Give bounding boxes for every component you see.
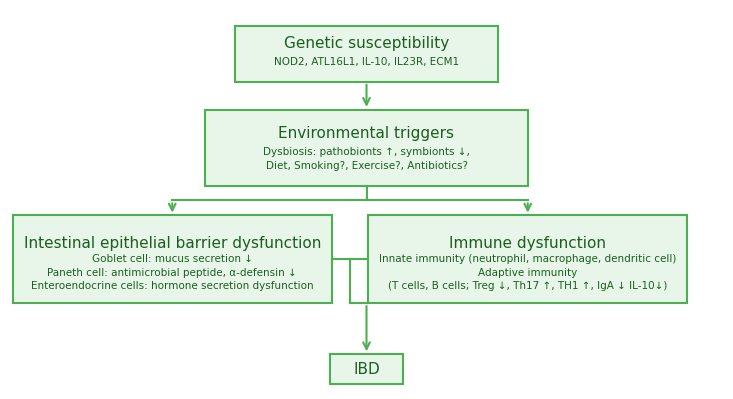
Text: Goblet cell: mucus secretion ↓
Paneth cell: antimicrobial peptide, α-defensin ↓
: Goblet cell: mucus secretion ↓ Paneth ce… [31,254,314,291]
Text: NOD2, ATL16L1, IL-10, IL23R, ECM1: NOD2, ATL16L1, IL-10, IL23R, ECM1 [274,57,459,67]
FancyBboxPatch shape [330,354,403,384]
Text: Dysbiosis: pathobionts ↑, symbionts ↓,
Diet, Smoking?, Exercise?, Antibiotics?: Dysbiosis: pathobionts ↑, symbionts ↓, D… [263,147,470,171]
Text: Intestinal epithelial barrier dysfunction: Intestinal epithelial barrier dysfunctio… [23,236,321,251]
Text: Immune dysfunction: Immune dysfunction [449,236,606,251]
Text: Environmental triggers: Environmental triggers [279,126,454,142]
FancyBboxPatch shape [205,110,528,186]
Text: IBD: IBD [353,361,380,377]
Text: Genetic susceptibility: Genetic susceptibility [284,36,449,51]
FancyBboxPatch shape [12,215,331,303]
FancyBboxPatch shape [235,26,498,82]
FancyBboxPatch shape [368,215,688,303]
Text: Innate immunity (neutrophil, macrophage, dendritic cell)
Adaptive immunity
(T ce: Innate immunity (neutrophil, macrophage,… [379,254,677,291]
